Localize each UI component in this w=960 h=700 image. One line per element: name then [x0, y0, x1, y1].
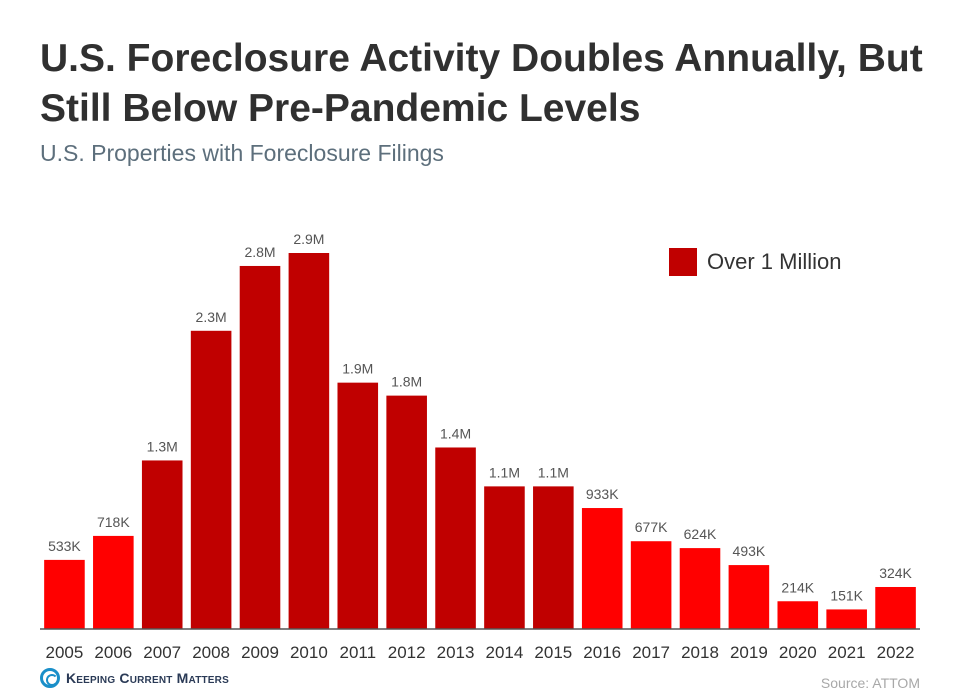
brand-logo: Keeping Current Matters [40, 668, 229, 688]
bar-2007 [141, 460, 183, 629]
bar-2014 [484, 486, 525, 629]
x-tick-labels-group: 2005 2006 2007 2008 2009 2010 2011 2012 2013 2014… [46, 643, 915, 662]
x-tick-label-2011: 2011 [339, 643, 376, 662]
data-label-2021: 151K [830, 587, 863, 603]
x-tick-label-2010: 2010 [290, 643, 328, 662]
chart-subtitle: U.S. Properties with Foreclosure Filings [40, 140, 444, 166]
x-tick-label-2022: 2022 [877, 643, 915, 662]
data-label-2006: 718K [97, 514, 130, 530]
data-labels-group: 533K 718K 1.3M 2.3M 2.8M 2.9M 1.9M 1.8M 1.4M 1.1M… [48, 231, 912, 603]
data-label-2020: 214K [781, 579, 814, 595]
x-tick-label-2006: 2006 [94, 643, 132, 662]
x-tick-label-2018: 2018 [681, 643, 719, 662]
data-label-2011: 1.9M [342, 361, 373, 377]
legend-swatch [669, 248, 697, 276]
data-label-2013: 1.4M [440, 425, 471, 441]
data-label-2012: 1.8M [391, 374, 422, 390]
bar-2021 [826, 609, 867, 629]
data-label-2007: 1.3M [147, 438, 178, 454]
x-tick-label-2008: 2008 [192, 643, 230, 662]
data-label-2018: 624K [684, 526, 717, 542]
bar-2013 [435, 447, 476, 629]
x-tick-label-2013: 2013 [437, 643, 475, 662]
data-label-2009: 2.8M [244, 244, 275, 260]
x-tick-label-2005: 2005 [46, 643, 84, 662]
x-tick-label-2020: 2020 [779, 643, 817, 662]
bar-2009 [239, 265, 281, 629]
x-tick-label-2009: 2009 [241, 643, 279, 662]
data-label-2010: 2.9M [293, 231, 324, 247]
kcm-logo-icon [40, 668, 60, 688]
x-tick-label-2021: 2021 [828, 643, 866, 662]
data-label-2017: 677K [635, 519, 668, 535]
x-tick-label-2017: 2017 [632, 643, 670, 662]
x-tick-label-2014: 2014 [486, 643, 524, 662]
bar-2018 [679, 548, 721, 629]
bar-2010 [288, 253, 330, 629]
bar-2020 [777, 601, 819, 629]
bar-2005 [44, 559, 85, 629]
chart-title: U.S. Foreclosure Activity Doubles Annual… [40, 37, 923, 130]
bar-2008 [190, 330, 232, 629]
bar-2011 [337, 382, 379, 629]
data-label-2019: 493K [733, 543, 766, 559]
bar-2022 [875, 586, 916, 629]
x-tick-label-2016: 2016 [583, 643, 621, 662]
x-tick-label-2012: 2012 [388, 643, 426, 662]
legend: Over 1 Million [669, 248, 841, 276]
bars-group [44, 253, 916, 629]
bar-2016 [581, 508, 623, 629]
bar-2019 [728, 565, 770, 629]
legend-label: Over 1 Million [707, 249, 842, 274]
x-tick-label-2019: 2019 [730, 643, 768, 662]
source-note: Source: ATTOM [820, 675, 920, 691]
bar-2017 [630, 541, 672, 629]
data-label-2015: 1.1M [538, 464, 569, 480]
x-tick-label-2007: 2007 [143, 643, 181, 662]
data-label-2008: 2.3M [196, 309, 227, 325]
bar-2006 [93, 535, 134, 629]
bar-2012 [386, 395, 427, 629]
data-label-2005: 533K [48, 538, 81, 554]
brand-name: Keeping Current Matters [66, 670, 229, 686]
data-label-2022: 324K [879, 565, 912, 581]
data-label-2014: 1.1M [489, 464, 520, 480]
x-tick-label-2015: 2015 [534, 643, 572, 662]
data-label-2016: 933K [586, 486, 619, 502]
bar-2015 [533, 486, 574, 629]
